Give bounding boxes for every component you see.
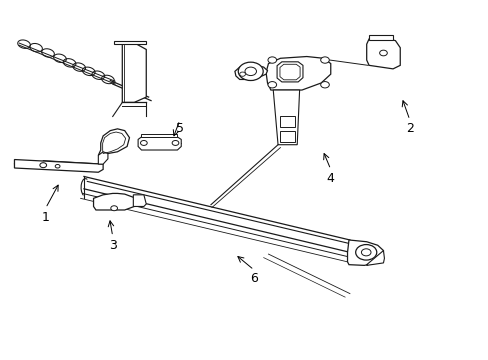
Circle shape xyxy=(244,67,256,76)
Polygon shape xyxy=(234,64,267,80)
Text: 3: 3 xyxy=(108,239,117,252)
Text: 5: 5 xyxy=(176,122,183,135)
Circle shape xyxy=(172,140,179,145)
Circle shape xyxy=(320,82,328,88)
Circle shape xyxy=(267,82,276,88)
Circle shape xyxy=(361,249,370,256)
Polygon shape xyxy=(138,137,181,150)
Polygon shape xyxy=(366,251,384,265)
Circle shape xyxy=(355,244,376,260)
Polygon shape xyxy=(114,41,146,44)
Circle shape xyxy=(239,72,245,76)
Polygon shape xyxy=(368,35,392,40)
Polygon shape xyxy=(273,90,299,145)
Polygon shape xyxy=(280,117,295,127)
Polygon shape xyxy=(98,152,108,164)
Polygon shape xyxy=(98,129,129,155)
Polygon shape xyxy=(93,193,134,210)
Polygon shape xyxy=(265,57,330,90)
Circle shape xyxy=(320,57,328,63)
Text: 4: 4 xyxy=(326,172,334,185)
Polygon shape xyxy=(133,195,146,207)
Polygon shape xyxy=(15,159,103,172)
Circle shape xyxy=(379,50,386,56)
Polygon shape xyxy=(141,134,177,137)
Polygon shape xyxy=(347,240,383,265)
Circle shape xyxy=(267,57,276,63)
Circle shape xyxy=(111,206,117,211)
Polygon shape xyxy=(280,131,295,142)
Text: 6: 6 xyxy=(250,272,258,285)
Circle shape xyxy=(238,62,263,81)
Circle shape xyxy=(140,140,147,145)
Text: 1: 1 xyxy=(41,211,49,224)
Polygon shape xyxy=(122,44,146,102)
Text: 2: 2 xyxy=(405,122,413,135)
Circle shape xyxy=(55,165,60,168)
Polygon shape xyxy=(366,39,399,69)
Circle shape xyxy=(40,163,46,168)
